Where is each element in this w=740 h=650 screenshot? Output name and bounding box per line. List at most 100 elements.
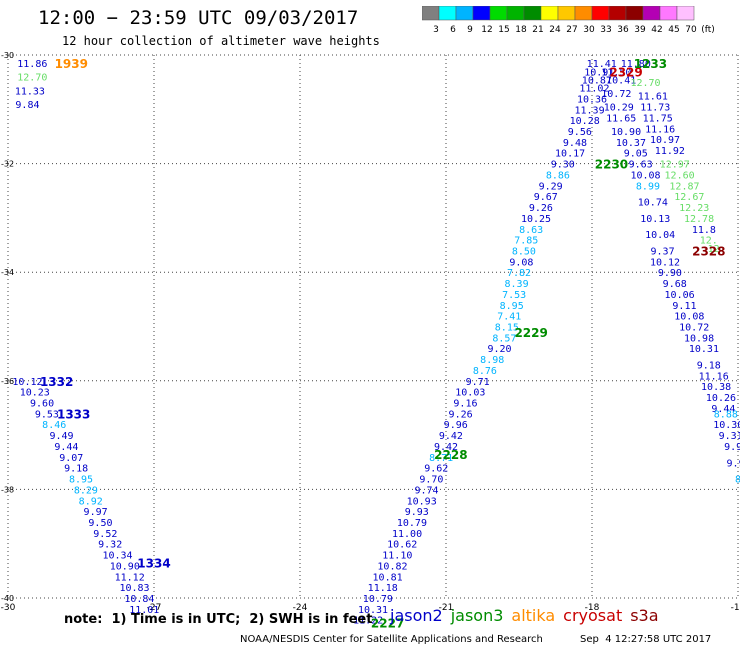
chart-title: 12:00 − 23:59 UTC 09/03/2017 bbox=[38, 7, 359, 29]
wave-height-value: 9.31 bbox=[719, 431, 740, 442]
satellite-name: s3a bbox=[630, 606, 659, 625]
wave-height-value: 10.37 bbox=[616, 138, 646, 149]
wave-height-value: 9.44 bbox=[54, 442, 78, 453]
wave-height-value: 10.87 bbox=[582, 75, 612, 86]
pass-time-label: 1333 bbox=[57, 407, 90, 421]
wave-height-value: 9.96 bbox=[444, 420, 468, 431]
footer-note: note: 1) Time is in UTC; 2) SWH is in fe… bbox=[64, 612, 373, 627]
wave-height-value: 11.33 bbox=[15, 86, 45, 97]
wave-height-value: 10.79 bbox=[363, 594, 393, 605]
wave-height-value: 9.63 bbox=[629, 160, 653, 171]
wave-height-value: 8.71 bbox=[429, 453, 453, 464]
wave-height-value: 9.97 bbox=[84, 507, 108, 518]
x-tick-label: -15 bbox=[731, 603, 740, 613]
wave-height-value: 9.56 bbox=[568, 127, 592, 138]
wave-height-value: 10.12 bbox=[12, 377, 42, 388]
wave-height-value: 10.81 bbox=[373, 572, 403, 583]
wave-height-value: 10.25 bbox=[521, 214, 551, 225]
y-tick-label: -36 bbox=[1, 377, 14, 386]
pass-time-label: 1939 bbox=[55, 57, 88, 71]
wave-height-value: 8.95 bbox=[500, 301, 524, 312]
wave-height-value: 10.90 bbox=[611, 127, 641, 138]
wave-height-value: 9.26 bbox=[449, 409, 473, 420]
wave-height-value: 9.20 bbox=[487, 344, 511, 355]
wave-height-value: 11.92 bbox=[655, 146, 685, 157]
wave-height-value: 9.29 bbox=[539, 181, 563, 192]
chart-subtitle: 12 hour collection of altimeter wave hei… bbox=[62, 34, 380, 48]
wave-height-value: 11.75 bbox=[643, 113, 673, 124]
y-tick-label: -34 bbox=[1, 268, 14, 277]
wave-height-value: 10.12 bbox=[650, 257, 680, 268]
legend-value: 70 bbox=[685, 25, 697, 35]
wave-height-value: 9.18 bbox=[64, 464, 88, 475]
wave-height-value: 9.68 bbox=[663, 279, 687, 290]
wave-height-value: 10.93 bbox=[407, 496, 437, 507]
wave-height-value: 10.91 bbox=[584, 67, 614, 78]
wave-height-value: 10.08 bbox=[630, 170, 660, 181]
wave-height-value: 9.32 bbox=[98, 540, 122, 551]
wave-height-value: 12.70 bbox=[630, 78, 660, 89]
wave-height-value: 11.8 bbox=[692, 225, 716, 236]
wave-height-value: 8.98 bbox=[480, 355, 504, 366]
legend-value: 33 bbox=[600, 25, 611, 35]
wave-height-value: 9.49 bbox=[49, 431, 73, 442]
legend-value: 21 bbox=[532, 25, 543, 35]
wave-height-value: 7.85 bbox=[514, 236, 538, 247]
wave-height-value: 10.36 bbox=[577, 94, 607, 105]
legend-value: 18 bbox=[515, 25, 527, 35]
wave-height-value: 9.18 bbox=[697, 361, 721, 372]
wave-height-value: 9.9 bbox=[727, 458, 740, 469]
wave-height-value: 10.34 bbox=[102, 551, 132, 562]
pass-time-label: 1332 bbox=[40, 375, 73, 389]
wave-height-value: 7.41 bbox=[497, 312, 521, 323]
pass-time-label: 1334 bbox=[137, 557, 170, 571]
legend-value: 9 bbox=[467, 25, 473, 35]
wave-height-value: 8.88 bbox=[714, 409, 738, 420]
wave-height-value: 11.50 bbox=[601, 67, 631, 78]
wave-height-value: 9.48 bbox=[563, 138, 587, 149]
wave-height-value: 9.62 bbox=[424, 464, 448, 475]
x-tick-label: -18 bbox=[585, 603, 600, 613]
wave-height-value: 10.26 bbox=[706, 393, 736, 404]
wave-height-value: 7.82 bbox=[507, 268, 531, 279]
wave-height-value: 11.18 bbox=[368, 583, 398, 594]
x-tick-label: -24 bbox=[293, 603, 308, 613]
wave-height-value: 9.08 bbox=[509, 257, 533, 268]
wave-height-value: 10.06 bbox=[665, 290, 695, 301]
y-tick-label: -40 bbox=[1, 594, 14, 603]
wave-height-value: 9.42 bbox=[439, 431, 463, 442]
timestamp-text: Sep 4 12:27:58 UTC 2017 bbox=[580, 634, 712, 645]
pass-time-label: 2328 bbox=[692, 244, 725, 258]
legend-value: 24 bbox=[549, 25, 561, 35]
wave-height-value: 8.29 bbox=[74, 485, 98, 496]
legend-value: 45 bbox=[668, 25, 679, 35]
wave-height-value: 9.90 bbox=[658, 268, 682, 279]
wave-height-value: 11.16 bbox=[699, 371, 729, 382]
legend-swatch bbox=[676, 6, 695, 21]
wave-height-value: 9.11 bbox=[672, 301, 696, 312]
wave-height-value: 8.15 bbox=[495, 323, 519, 334]
wave-height-value: 10.28 bbox=[570, 116, 600, 127]
satellite-name: altika bbox=[511, 606, 556, 625]
wave-height-value: 9.70 bbox=[419, 475, 443, 486]
legend-unit: (ft) bbox=[701, 25, 715, 35]
wave-height-value: 10.72 bbox=[679, 323, 709, 334]
wave-height-value: 10.04 bbox=[645, 230, 675, 241]
x-tick-label: -21 bbox=[439, 603, 454, 613]
wave-height-value: 12 bbox=[708, 244, 720, 255]
wave-height-value: 8.39 bbox=[505, 279, 529, 290]
y-tick-label: -38 bbox=[1, 485, 14, 494]
legend-value: 42 bbox=[651, 25, 662, 35]
wave-height-value: 10.17 bbox=[555, 149, 585, 160]
wave-height-value: 10.03 bbox=[455, 388, 485, 399]
wave-height-value: 12. bbox=[700, 236, 718, 247]
wave-height-value: 12.23 bbox=[679, 203, 709, 214]
wave-height-value: 11.02 bbox=[579, 84, 609, 95]
wave-height-value: 10.08 bbox=[674, 312, 704, 323]
wave-height-value: 11.65 bbox=[606, 113, 636, 124]
wave-height-value: 10.41 bbox=[606, 75, 636, 86]
wave-height-value: 8.99 bbox=[636, 181, 660, 192]
credit-text: NOAA/NESDIS Center for Satellite Applica… bbox=[240, 634, 543, 645]
legend-value: 6 bbox=[450, 25, 456, 35]
